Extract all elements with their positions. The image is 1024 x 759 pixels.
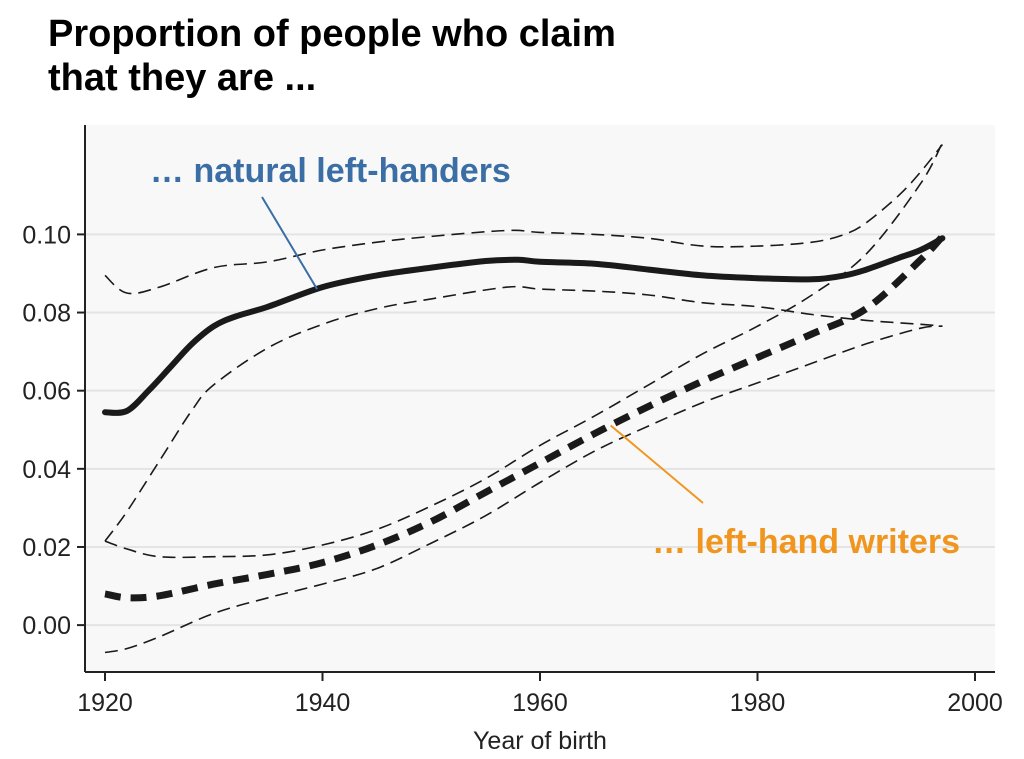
annotation-writers: … left-hand writers [652,523,960,561]
x-axis-ticks: 1920 1940 1960 1980 2000 [77,672,1003,717]
x-tick-label: 1980 [730,689,786,717]
x-tick-label: 1940 [295,689,351,717]
series-line-writers [104,234,946,602]
y-tick-label: 0.10 [22,221,71,249]
x-tick-label: 2000 [947,689,1003,717]
plot-area [85,125,995,672]
y-tick-label: 0.02 [22,534,71,562]
y-tick-label: 0.08 [22,300,71,328]
y-axis-ticks: 0.00 0.02 0.04 0.06 0.08 0.10 [22,221,85,640]
series-line-natural_lower [104,285,943,542]
series-line-natural [102,235,946,416]
gridlines [85,233,995,627]
annotation-leader-writers [610,424,704,504]
annotation-leader-natural [261,196,318,290]
series-lines [102,142,946,654]
series-line-writers_upper [104,142,944,559]
y-tick-label: 0.00 [22,612,71,640]
x-tick-label: 1920 [77,689,133,717]
chart-title: Proportion of people who claim that they… [48,13,616,99]
x-axis-label: Year of birth [473,727,607,755]
annotations: … natural left-handers … left-hand writer… [150,152,960,561]
series-line-writers_lower [104,325,943,654]
annotation-natural: … natural left-handers [150,152,511,190]
y-tick-label: 0.04 [22,456,71,484]
y-tick-label: 0.06 [22,378,71,406]
x-tick-label: 1960 [512,689,568,717]
series-line-natural_upper [104,144,944,295]
